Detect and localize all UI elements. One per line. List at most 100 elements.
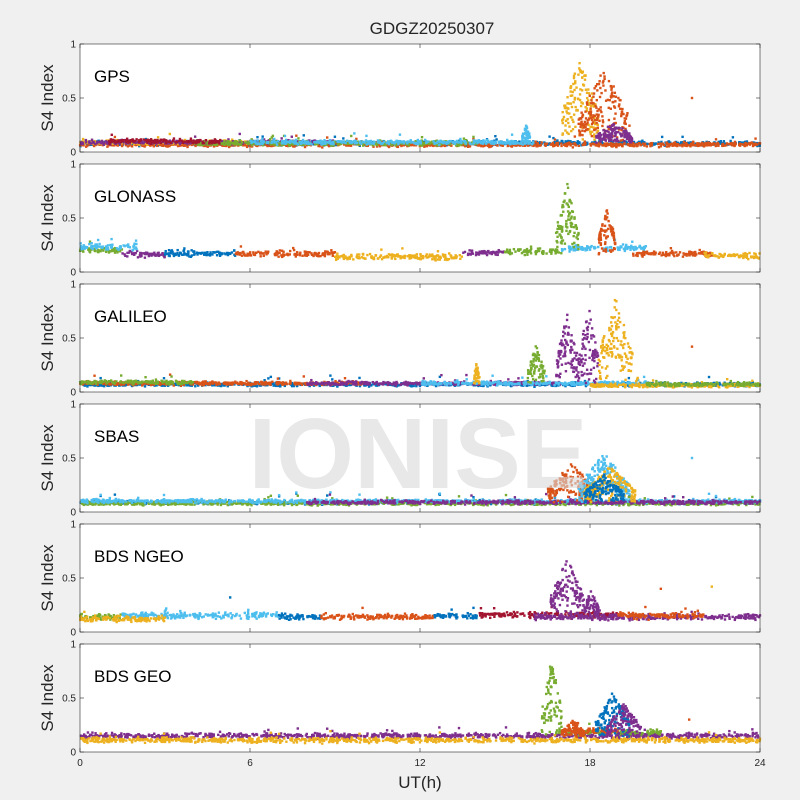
data-point xyxy=(428,144,432,147)
data-point xyxy=(283,134,287,138)
data-point xyxy=(639,141,643,145)
data-point xyxy=(134,141,137,144)
data-point xyxy=(563,143,566,146)
data-point xyxy=(146,143,149,146)
data-point xyxy=(593,118,597,122)
data-point xyxy=(748,251,751,255)
data-point xyxy=(676,143,679,146)
data-point xyxy=(126,145,130,148)
data-point xyxy=(105,140,109,143)
data-point xyxy=(570,105,574,109)
data-point xyxy=(590,99,593,102)
data-point xyxy=(470,141,474,144)
data-point xyxy=(566,142,569,145)
data-point xyxy=(330,249,333,252)
data-point xyxy=(604,250,608,253)
data-point xyxy=(106,145,109,148)
data-point xyxy=(432,140,435,143)
data-point xyxy=(186,145,189,149)
data-point xyxy=(336,140,339,143)
data-point xyxy=(243,252,246,256)
data-point xyxy=(602,138,605,141)
data-point xyxy=(176,248,179,252)
data-point xyxy=(202,141,206,145)
data-point xyxy=(182,143,185,146)
data-point xyxy=(188,140,191,143)
data-point xyxy=(584,110,587,113)
data-point xyxy=(255,251,258,254)
data-point xyxy=(253,139,257,143)
data-point xyxy=(356,253,359,256)
data-point xyxy=(298,254,302,257)
data-point xyxy=(259,139,263,143)
data-point xyxy=(568,230,571,234)
data-point xyxy=(168,132,172,136)
data-point xyxy=(261,135,264,138)
data-point xyxy=(589,132,592,136)
data-point xyxy=(339,142,343,146)
data-point xyxy=(504,142,508,145)
data-point xyxy=(567,213,571,216)
data-point xyxy=(599,140,602,143)
data-point xyxy=(157,251,160,255)
data-point xyxy=(553,141,557,144)
data-point xyxy=(566,102,569,105)
data-point xyxy=(529,245,533,248)
data-point xyxy=(660,135,664,139)
data-point xyxy=(323,139,326,142)
data-point xyxy=(319,254,322,258)
data-point xyxy=(355,137,358,141)
data-point xyxy=(690,143,694,146)
data-point xyxy=(608,143,611,146)
data-point xyxy=(256,139,259,142)
data-point xyxy=(680,141,683,144)
data-point xyxy=(113,251,117,254)
data-point xyxy=(536,247,540,250)
data-point xyxy=(228,252,231,255)
data-point xyxy=(594,84,598,88)
data-point xyxy=(281,253,285,256)
data-point xyxy=(103,141,106,145)
data-point xyxy=(277,255,280,258)
data-point xyxy=(575,226,579,230)
data-point xyxy=(599,106,602,109)
data-point xyxy=(487,143,491,146)
data-point xyxy=(422,256,425,259)
data-point xyxy=(743,144,746,148)
data-point xyxy=(725,142,729,145)
data-point xyxy=(561,118,565,121)
data-point xyxy=(199,138,202,142)
data-point xyxy=(215,250,219,254)
data-point xyxy=(681,143,684,146)
data-point xyxy=(140,140,144,143)
data-point xyxy=(564,141,567,144)
data-point xyxy=(481,142,485,145)
data-point xyxy=(564,124,567,127)
data-point xyxy=(271,134,275,138)
data-point xyxy=(690,96,694,100)
data-point xyxy=(568,125,571,128)
data-point xyxy=(566,117,569,121)
data-point xyxy=(488,141,492,144)
data-point xyxy=(246,142,250,145)
data-point xyxy=(539,143,543,147)
data-point xyxy=(436,144,439,147)
data-point xyxy=(741,143,745,146)
data-point xyxy=(576,109,579,112)
data-point xyxy=(292,246,295,250)
data-point xyxy=(682,252,685,255)
data-point xyxy=(341,254,344,257)
data-point xyxy=(591,142,594,145)
data-point xyxy=(261,137,264,141)
data-point xyxy=(376,143,379,146)
data-point xyxy=(643,143,646,146)
data-point xyxy=(617,130,620,134)
data-point xyxy=(569,200,572,203)
data-point xyxy=(510,133,514,136)
data-point xyxy=(704,253,707,256)
data-point xyxy=(422,142,425,146)
axes-background xyxy=(80,44,760,152)
data-point xyxy=(180,139,184,142)
data-point xyxy=(285,144,288,148)
data-point xyxy=(430,143,433,147)
